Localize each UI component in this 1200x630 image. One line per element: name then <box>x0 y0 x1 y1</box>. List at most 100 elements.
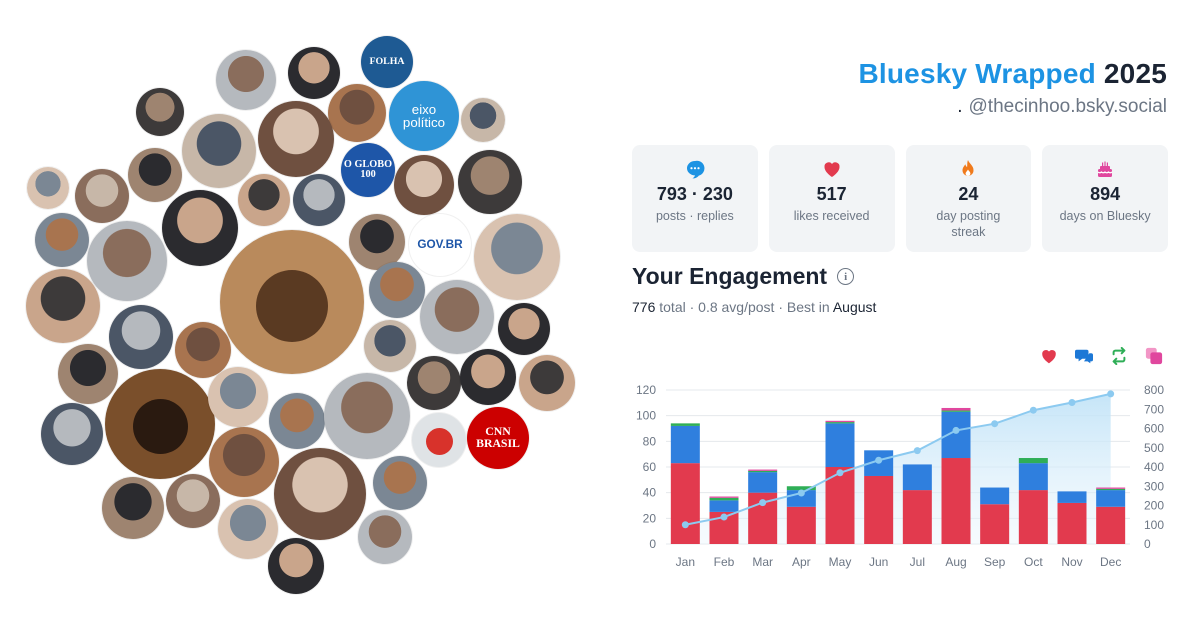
user-handle[interactable]: . @thecinhoo.bsky.social <box>957 96 1167 118</box>
engagement-total-label: total <box>659 299 686 315</box>
avatar[interactable] <box>394 155 454 215</box>
heart-icon[interactable] <box>1040 347 1058 365</box>
chart-legend <box>1040 346 1163 366</box>
avatar[interactable] <box>373 456 427 510</box>
engagement-chart: 0 20 40 60 80 100 120 0 100 200 300 400 500 600 700 800… <box>636 383 1164 569</box>
y-tick-right: 800 <box>1144 383 1164 397</box>
avatar[interactable] <box>128 148 182 202</box>
y-tick-right: 0 <box>1144 537 1151 551</box>
stat-card-days: 894 days on Bluesky <box>1042 145 1168 252</box>
avatar[interactable] <box>358 510 412 564</box>
cake-icon <box>1042 159 1168 179</box>
avatar[interactable] <box>369 262 425 318</box>
separator: · <box>778 299 784 315</box>
avatar[interactable] <box>420 280 494 354</box>
avatar-cluster: FOLHA eixo político O GLOBO 100 GOV.BR CNN B… <box>26 36 575 594</box>
repost-icon[interactable] <box>1110 346 1128 366</box>
avatar[interactable] <box>274 448 366 540</box>
avatar[interactable] <box>293 174 345 226</box>
y-tick-right: 100 <box>1144 518 1164 532</box>
bar-likes <box>864 475 894 544</box>
engagement-avg: 0.8 avg/post <box>698 299 775 315</box>
reply-icon[interactable] <box>1075 347 1093 365</box>
avatar[interactable] <box>498 303 550 355</box>
bar-reposts <box>825 422 855 424</box>
avatar[interactable] <box>166 474 220 528</box>
avatar[interactable] <box>461 98 505 142</box>
quote-icon[interactable] <box>1145 347 1163 365</box>
avatar[interactable] <box>324 373 410 459</box>
brand-title: Bluesky Wrapped <box>858 58 1096 89</box>
x-tick-label: Mar <box>752 555 773 569</box>
avatar[interactable] <box>175 322 231 378</box>
avatar-face <box>425 427 453 455</box>
govbr-logo[interactable]: GOV.BR <box>409 214 471 276</box>
cnn-brasil-logo[interactable]: CNN BRASIL <box>467 407 529 469</box>
bar-reposts <box>748 470 778 473</box>
stat-label: posts · replies <box>655 209 734 223</box>
avatar[interactable] <box>208 367 268 427</box>
bar-replies <box>825 423 855 467</box>
logo-label: O GLOBO 100 <box>343 158 393 180</box>
stat-card-posts: 793 · 230 posts · replies <box>632 145 758 252</box>
separator: · <box>689 299 695 315</box>
info-icon[interactable]: i <box>837 268 855 285</box>
eixo-politico-logo[interactable]: eixo político <box>389 81 459 151</box>
avatar[interactable] <box>269 393 325 449</box>
x-tick-label: Jan <box>676 555 695 569</box>
avatar[interactable] <box>209 427 279 497</box>
avatar[interactable] <box>519 355 575 411</box>
avatar[interactable] <box>27 167 69 209</box>
bar-replies <box>1018 463 1048 491</box>
engagement-best-prefix: Best in <box>786 299 830 315</box>
avatar[interactable] <box>288 47 340 99</box>
avatar[interactable] <box>182 114 256 188</box>
y-tick-left: 80 <box>643 434 657 448</box>
y-tick-right: 700 <box>1144 402 1164 416</box>
avatar[interactable] <box>35 213 89 267</box>
avatar[interactable] <box>41 403 103 465</box>
avatar[interactable] <box>349 214 405 270</box>
avatar[interactable] <box>58 344 118 404</box>
couple-dog-avatar[interactable] <box>220 230 364 374</box>
stat-label: likes received <box>793 209 870 223</box>
x-tick-label: Feb <box>714 555 735 569</box>
o-globo-100-logo[interactable]: O GLOBO 100 <box>341 143 395 197</box>
engagement-summary: 776 total · 0.8 avg/post · Best in Augus… <box>632 299 876 315</box>
avatar[interactable] <box>328 84 386 142</box>
avatar[interactable] <box>218 499 278 559</box>
bar-quotes <box>825 420 855 423</box>
y-tick-right: 200 <box>1144 499 1164 513</box>
engagement-total: 776 <box>632 299 656 315</box>
avatar[interactable] <box>162 190 238 266</box>
avatar[interactable] <box>268 538 324 594</box>
avatar[interactable] <box>460 349 516 405</box>
cat-avatar[interactable] <box>105 369 215 479</box>
avatar[interactable] <box>238 174 290 226</box>
y-tick-left: 20 <box>643 511 657 525</box>
avatar[interactable] <box>87 221 167 301</box>
bar-likes <box>980 504 1010 544</box>
engagement-heading: Your Engagement <box>632 263 828 289</box>
bar-reposts <box>941 410 971 412</box>
cumulative-point <box>913 447 921 455</box>
avatar[interactable] <box>364 320 416 372</box>
bar-quotes <box>748 469 778 471</box>
avatar[interactable] <box>136 88 184 136</box>
avatar[interactable] <box>474 214 560 300</box>
heart-icon <box>769 159 895 179</box>
avatar[interactable] <box>216 50 276 110</box>
santa-hat-avatar[interactable] <box>412 413 466 467</box>
avatar-face <box>132 399 188 455</box>
folha-logo[interactable]: FOLHA <box>361 36 413 88</box>
avatar[interactable] <box>75 169 129 223</box>
avatar[interactable] <box>258 101 334 177</box>
y-tick-left: 100 <box>636 409 656 423</box>
avatar[interactable] <box>102 477 164 539</box>
avatar[interactable] <box>109 305 173 369</box>
avatar[interactable] <box>458 150 522 214</box>
handle-text: @thecinhoo.bsky.social <box>968 96 1167 117</box>
y-tick-right: 400 <box>1144 460 1164 474</box>
avatar[interactable] <box>26 269 100 343</box>
avatar[interactable] <box>407 356 461 410</box>
